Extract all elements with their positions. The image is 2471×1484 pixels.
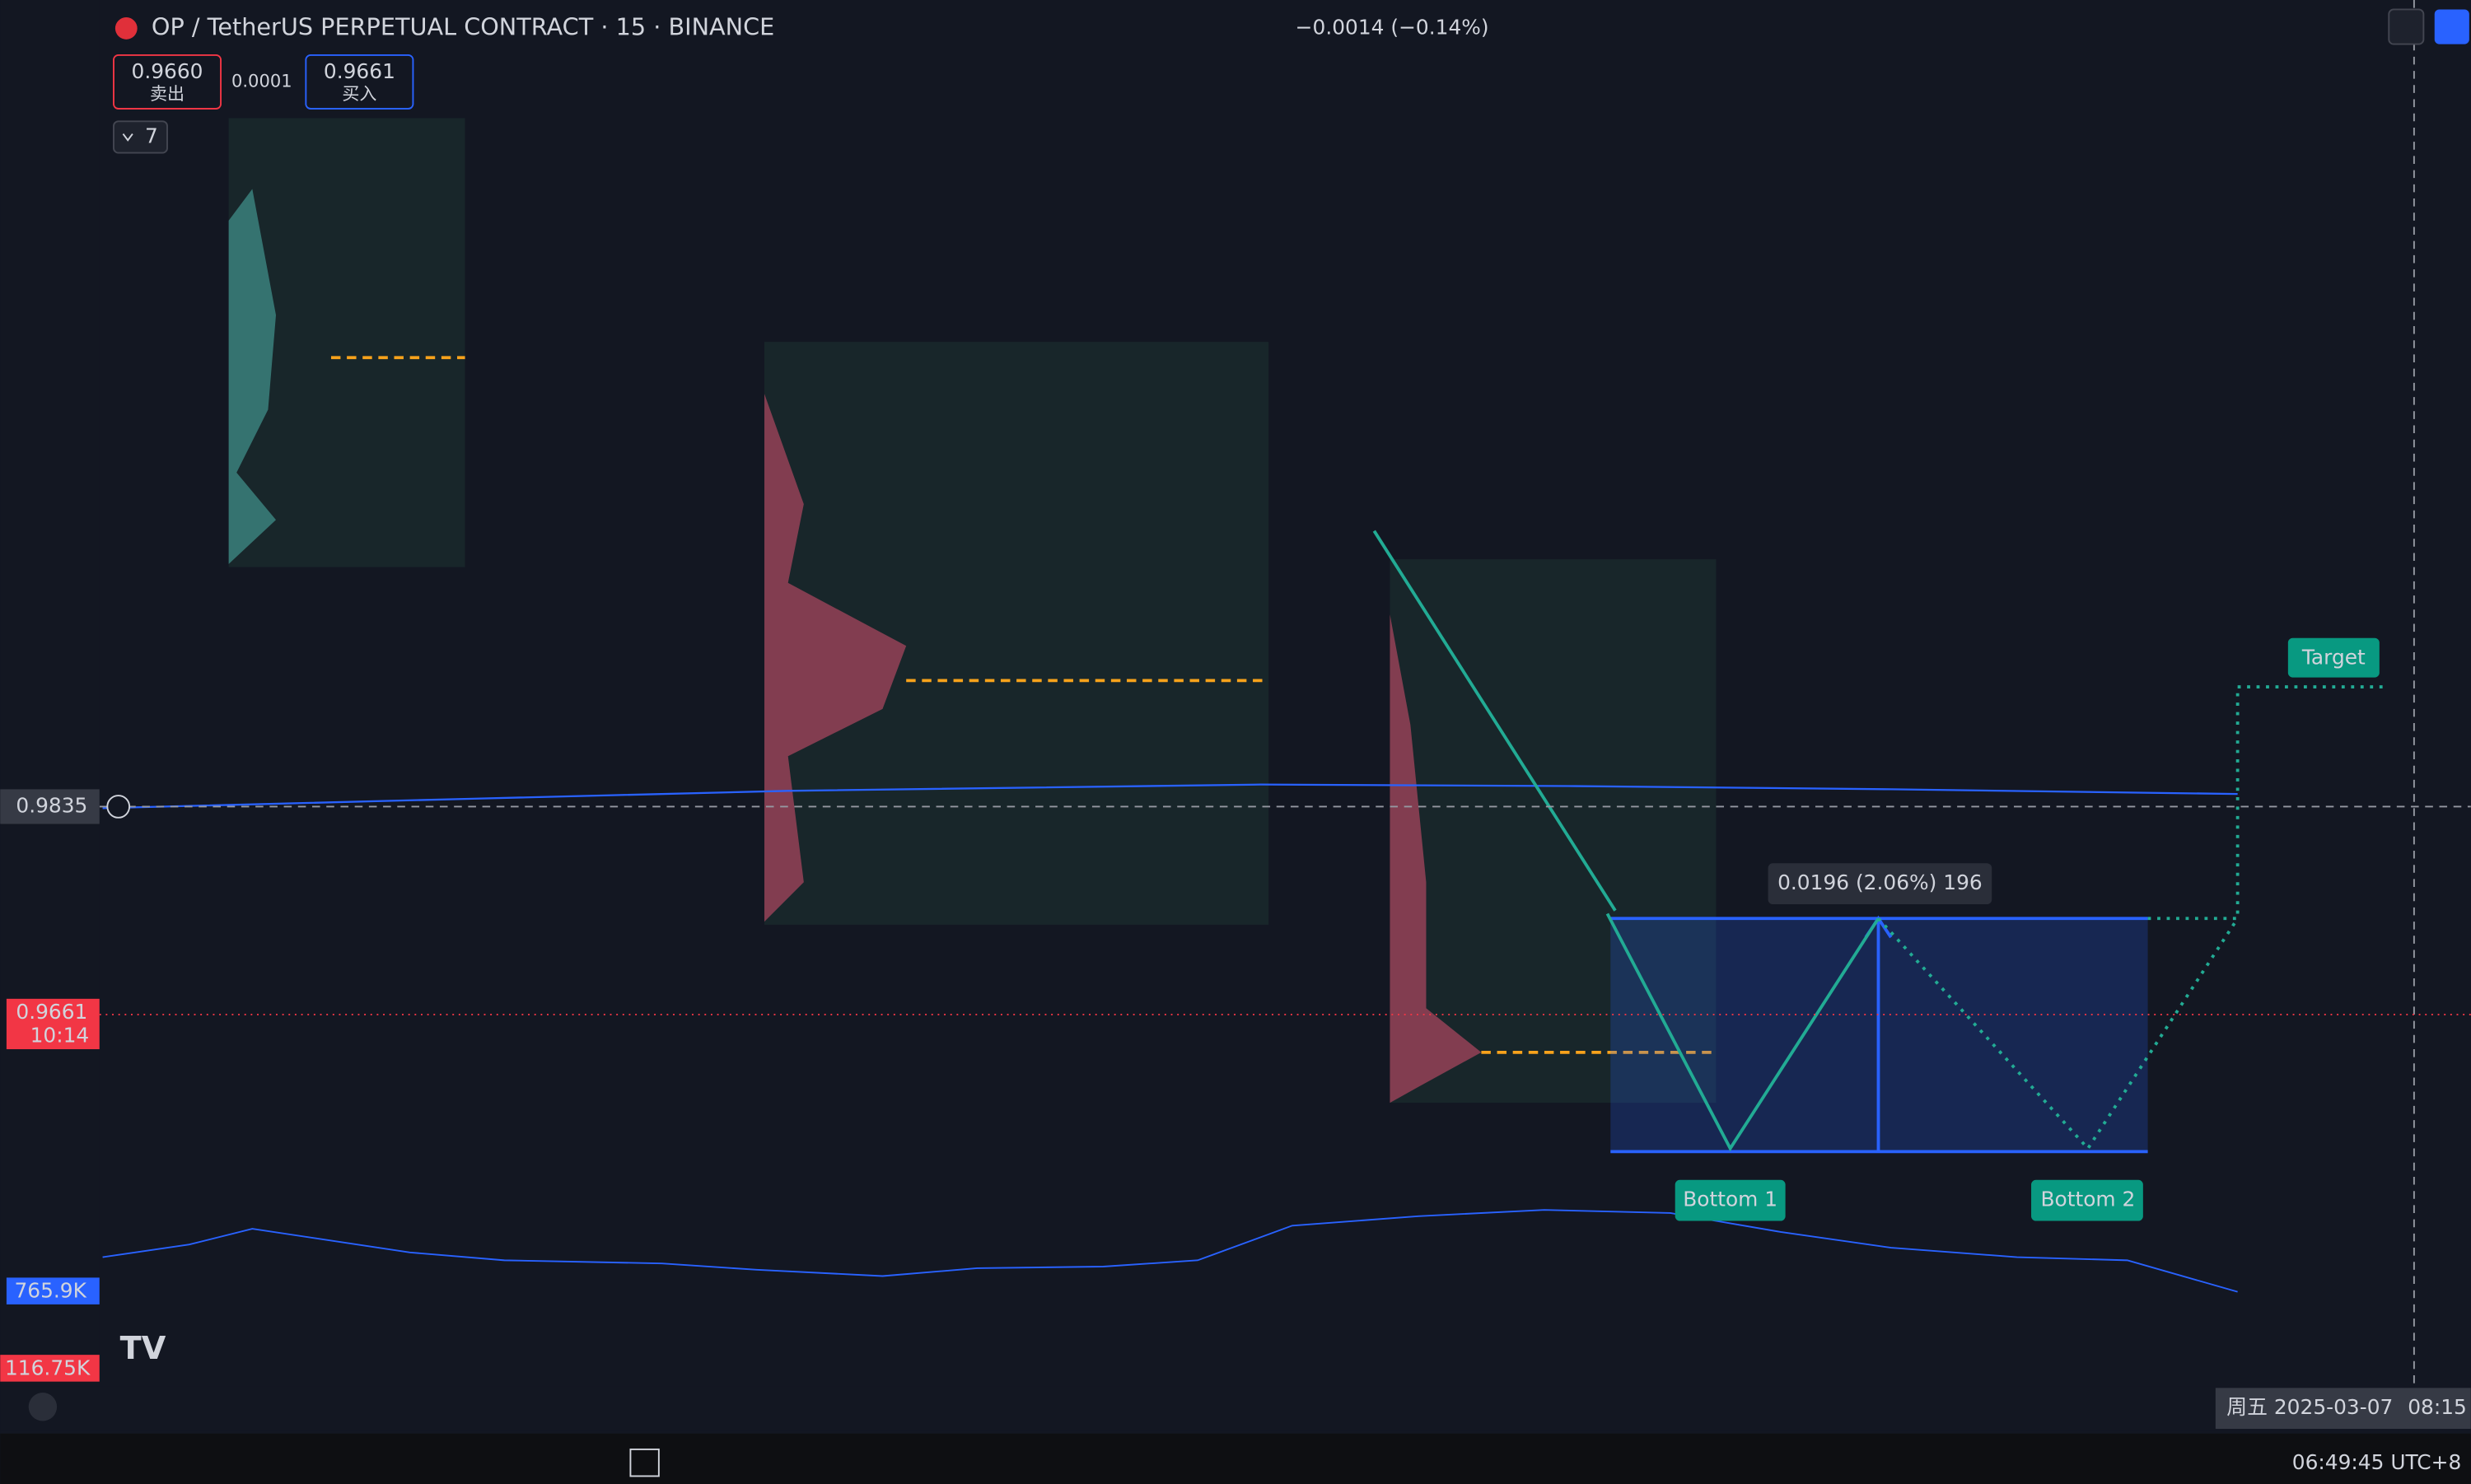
change: −0.0014 (−0.14%) [1296, 15, 1489, 39]
range-label: 0.0196 (2.06%) 196 [1777, 870, 1983, 894]
price-axis [0, 0, 100, 1387]
symbol: OP / TetherUS PERPETUAL CONTRACT · 15 · … [152, 12, 774, 40]
crosshair-label-box [0, 789, 100, 824]
profile-shape [228, 189, 277, 564]
pattern-line [1605, 912, 1880, 1152]
volume-last-box [0, 1355, 100, 1382]
target-label: Target [2301, 646, 2366, 670]
scroll-button[interactable] [2388, 8, 2425, 45]
toolbar [0, 1433, 2471, 1484]
volume-profiles [228, 118, 1717, 1104]
fullscreen-button[interactable] [2434, 9, 2469, 44]
bottom1-label: Bottom 1 [1683, 1188, 1777, 1211]
clock: 06:49:45 UTC+8 [2292, 1450, 2461, 1474]
time-label: 08:15 [2408, 1395, 2467, 1419]
volume-ma-line [102, 1209, 2238, 1293]
bottom1-box [1675, 1179, 1786, 1221]
date-box [2215, 1388, 2471, 1430]
buy-price: 0.9661 [324, 59, 395, 83]
logo: TV [120, 1330, 166, 1367]
target-box [2287, 637, 2380, 678]
range-label-box [1768, 863, 1992, 905]
profile-shape [764, 394, 907, 922]
buy-button[interactable] [305, 54, 414, 110]
profile-shape [1390, 614, 1482, 1104]
sell-price: 0.9660 [132, 59, 203, 83]
pattern: 0.0196 (2.06%) 196 Target Bottom 1 Botto… [1372, 530, 2383, 1221]
calendar-button[interactable] [629, 1448, 660, 1477]
vwap-line [102, 783, 2238, 810]
bottom2-box [2031, 1179, 2143, 1221]
sell-label: 卖出 [150, 83, 185, 104]
time-axis [0, 1386, 2471, 1430]
crosshair-label: 0.9835 [16, 793, 87, 817]
symbol-icon [114, 17, 138, 40]
crosshair-plus[interactable] [106, 795, 131, 819]
countdown-label: 10:14 [30, 1024, 90, 1048]
pattern-line [1877, 917, 2240, 1151]
trend-line [1372, 530, 1617, 912]
zoom-button[interactable] [28, 1393, 58, 1421]
volume-ma-box [6, 1277, 100, 1304]
bottom2-label: Bottom 2 [2040, 1188, 2135, 1211]
last-price-label: 0.9661 [16, 1000, 87, 1024]
date-label: 周五 2025-03-07 [2226, 1395, 2393, 1419]
indicator-toggle[interactable] [113, 120, 168, 154]
indicator-count: 7 [145, 124, 158, 147]
buy-label: 买入 [342, 83, 376, 104]
spread: 0.0001 [231, 70, 292, 91]
profile-zone [1390, 559, 1717, 1104]
chevron [122, 133, 133, 142]
sell-button[interactable] [113, 54, 222, 110]
last-price-box [6, 998, 100, 1050]
volume-ma-label: 765.9K [14, 1279, 86, 1303]
volume-last-label: 116.75K [5, 1356, 91, 1379]
